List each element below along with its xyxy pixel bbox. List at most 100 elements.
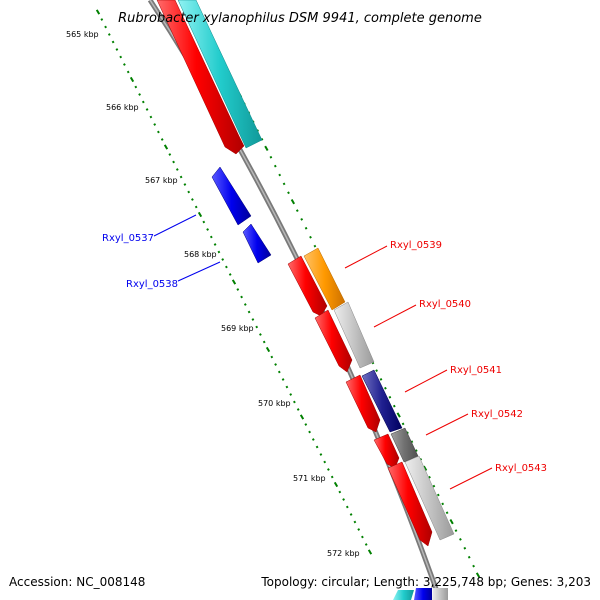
ruler-minor-tick [240, 295, 243, 299]
ruler-major-tick [396, 412, 401, 418]
ruler-minor-tick [141, 100, 145, 104]
ruler-minor-tick [202, 220, 206, 224]
ruler-labels: 565 kbp 566 kbp 567 kbp 568 kbp 569 kbp … [66, 30, 360, 558]
ruler-minor-tick [277, 370, 281, 374]
gene-label-rxyl-0540[interactable]: Rxyl_0540 [419, 299, 471, 310]
gene-labels: Rxyl_0537 Rxyl_0538 Rxyl_0539 Rxyl_0540 … [102, 233, 547, 474]
ruler-minor-tick [281, 378, 285, 381]
ruler-minor-tick [357, 528, 361, 531]
gene-label-rxyl-0543[interactable]: Rxyl_0543 [495, 463, 547, 474]
ruler-minor-tick [225, 265, 228, 269]
callout-line-rxyl-0538 [177, 261, 221, 282]
ruler-major-tick [475, 572, 481, 578]
ruler-minor-tick [179, 175, 183, 179]
ruler-minor-tick [459, 538, 462, 541]
ruler-minor-tick [107, 33, 111, 36]
ruler-minor-tick [217, 250, 221, 254]
gene-rxyl-0542-feature[interactable] [390, 427, 419, 463]
ruler-minor-tick [353, 520, 357, 524]
ruler-minor-tick [273, 164, 277, 168]
ruler-minor-tick [345, 505, 349, 509]
ruler-minor-tick [364, 543, 368, 546]
gene-label-rxyl-0537[interactable]: Rxyl_0537 [102, 233, 154, 244]
plus-strand-outer-lane [303, 247, 455, 541]
ruler-minor-tick [123, 63, 126, 66]
ruler-minor-tick [467, 555, 471, 559]
ruler-minor-tick [194, 205, 198, 209]
ruler-minor-tick [259, 333, 262, 336]
ruler-minor-tick [432, 484, 436, 488]
ruler-minor-tick [300, 218, 304, 221]
ruler-minor-tick [209, 235, 213, 239]
ruler-minor-tick [330, 475, 334, 479]
ruler-tick-label: 568 kbp [184, 250, 217, 259]
ruler-minor-tick [228, 273, 232, 276]
ruler-major-tick [333, 481, 339, 488]
ruler-minor-tick [282, 182, 286, 186]
accession-label: Accession: NC_008148 [9, 575, 145, 589]
cds-inner-1[interactable] [287, 255, 328, 317]
ruler-major-tick [265, 346, 271, 353]
ruler-minor-tick [274, 363, 277, 366]
ruler-minor-tick [349, 513, 353, 516]
gene-rxyl-0541-feature[interactable] [361, 369, 403, 433]
ruler-major-tick [129, 76, 135, 83]
callout-line-rxyl-0540 [373, 304, 417, 328]
ruler-minor-tick [157, 130, 160, 134]
map-title: Rubrobacter xylanophilus DSM 9941, compl… [118, 11, 482, 26]
ruler-minor-tick [285, 385, 289, 389]
ruler-minor-tick [149, 115, 153, 119]
minus-strand-genes [211, 166, 272, 264]
cds-inner-4[interactable] [373, 433, 400, 469]
gene-rxyl-0537-feature[interactable] [211, 166, 252, 226]
ruler-tick-label: 566 kbp [106, 103, 139, 112]
ruler-minor-tick [104, 25, 107, 29]
ruler-minor-tick [401, 422, 405, 426]
gene-rxyl-0540-feature[interactable] [333, 301, 375, 369]
ruler-minor-tick [126, 70, 130, 74]
ruler-minor-tick [206, 228, 209, 231]
ruler-minor-tick [270, 355, 274, 359]
gene-label-rxyl-0539[interactable]: Rxyl_0539 [390, 240, 442, 251]
ruler-minor-tick [134, 85, 138, 89]
gene-label-rxyl-0541[interactable]: Rxyl_0541 [450, 365, 502, 376]
red-cds-upper [156, 0, 245, 155]
plus-strand-inner-lane [287, 255, 433, 547]
ruler-minor-tick [255, 325, 259, 329]
ruler-minor-tick [145, 108, 149, 111]
ruler-minor-tick [138, 93, 141, 96]
ruler-major-tick [264, 145, 269, 151]
gene-label-rxyl-0542[interactable]: Rxyl_0542 [471, 409, 523, 420]
gene-rxyl-0538-feature[interactable] [242, 223, 272, 264]
ruler-minor-tick [191, 198, 194, 201]
ruler-minor-tick [243, 303, 247, 306]
ruler-minor-tick [454, 529, 458, 532]
ruler-minor-tick [304, 226, 308, 230]
gene-rxyl-0539-feature[interactable] [303, 247, 346, 311]
cds-inner-3[interactable] [345, 374, 381, 433]
gene-label-rxyl-0538[interactable]: Rxyl_0538 [126, 279, 178, 290]
ruler-minor-tick [342, 498, 345, 501]
ruler-minor-tick [187, 190, 191, 194]
genome-summary: Topology: circular; Length: 3,225,748 bp… [260, 575, 591, 589]
ruler-minor-tick [313, 244, 317, 248]
ruler-minor-tick [308, 430, 311, 434]
cds-inner-5[interactable] [387, 461, 433, 547]
ruler-minor-tick [115, 48, 119, 51]
ruler-minor-tick [472, 564, 475, 568]
cyan-feature-upper [177, 0, 263, 149]
ruler-minor-tick [160, 138, 164, 141]
ruler-minor-tick [251, 318, 255, 321]
ruler-minor-tick [269, 155, 273, 159]
ruler-minor-tick [153, 123, 157, 126]
ruler-tick-label: 565 kbp [66, 30, 99, 39]
ruler-minor-tick [327, 468, 330, 471]
cds-inner-2[interactable] [314, 309, 353, 373]
gene-rxyl-0543-feature[interactable] [404, 455, 455, 541]
ruler-minor-tick [315, 445, 319, 449]
ruler-minor-tick [295, 209, 299, 212]
gene-callout-lines [153, 214, 493, 490]
ruler-minor-tick [441, 502, 445, 506]
upstream-features [156, 0, 263, 155]
